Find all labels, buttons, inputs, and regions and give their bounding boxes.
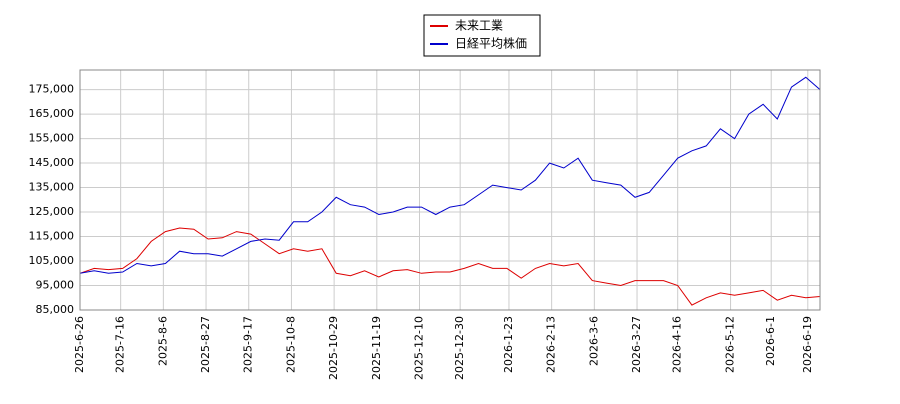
y-tick-label: 115,000: [29, 230, 75, 243]
x-tick-label: 2025-11-19: [370, 316, 383, 380]
y-tick-label: 135,000: [29, 181, 75, 194]
series-line: [79, 227, 821, 306]
x-tick-label: 2026-1-23: [502, 316, 515, 373]
x-tick-label: 2026-3-27: [630, 316, 643, 373]
x-tick-label: 2026-5-12: [724, 316, 737, 373]
y-tick-label: 105,000: [29, 254, 75, 267]
x-tick-label: 2026-2-13: [545, 316, 558, 373]
grid: 85,000 95,000 105,000 115,000 125,000 135,000…: [29, 70, 820, 380]
series-line: [79, 76, 821, 274]
y-tick-label: 95,000: [36, 279, 75, 292]
x-tick-label: 2025-8-6: [156, 316, 169, 366]
y-tick-label: 175,000: [29, 83, 75, 96]
x-tick-label: 2025-12-30: [453, 316, 466, 380]
legend-label: 未来工業: [455, 19, 503, 33]
x-tick-label: 2025-6-26: [73, 316, 86, 373]
lines: [79, 76, 821, 306]
x-tick-label: 2025-12-10: [413, 316, 426, 380]
x-tick-label: 2025-9-17: [242, 316, 255, 373]
y-tick-label: 125,000: [29, 205, 75, 218]
plot-frame: [79, 69, 821, 311]
y-tick-label: 165,000: [29, 107, 75, 120]
legend-label: 日経平均株価: [455, 36, 527, 51]
y-tick-label: 155,000: [29, 132, 75, 145]
x-tick-label: 2026-6-19: [801, 316, 814, 373]
x-tick-label: 2025-10-8: [284, 316, 297, 373]
legend-box: [423, 14, 541, 57]
x-tick-label: 2026-4-16: [671, 316, 684, 373]
x-tick-label: 2025-10-29: [327, 316, 340, 380]
x-tick-label: 2025-8-27: [199, 316, 212, 373]
y-tick-label: 85,000: [36, 303, 75, 316]
x-tick-label: 2025-7-16: [114, 316, 127, 373]
x-tick-label: 2026-6-1: [764, 316, 777, 366]
y-tick-label: 145,000: [29, 156, 75, 169]
x-tick-label: 2026-3-6: [587, 316, 600, 366]
